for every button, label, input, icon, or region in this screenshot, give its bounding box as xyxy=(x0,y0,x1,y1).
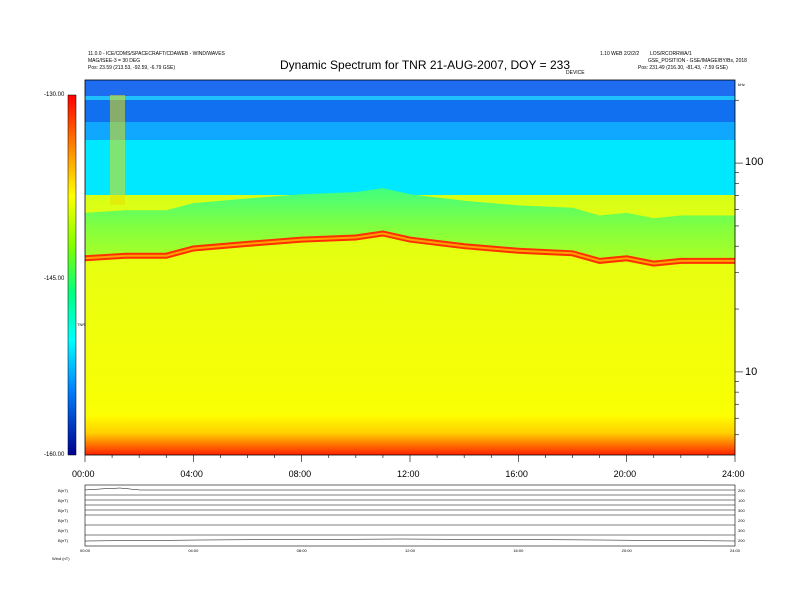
bottom-x-tick-label: 08:00 xyxy=(296,548,307,553)
bottom-row-label: B(nT) xyxy=(58,488,68,493)
header-right-line2: GSE_POSITION - GSE/IMAGE/BY/Bs, 2018 xyxy=(648,58,747,64)
x-tick-label: 20:00 xyxy=(613,469,637,479)
header-right-line1: 1.10 WEB 2/2/2/2 xyxy=(600,51,640,57)
x-tick-label: 16:00 xyxy=(505,469,528,479)
bottom-row-label: B(nT) xyxy=(58,518,68,523)
bottom-footer: Wind (nT) xyxy=(52,556,70,561)
bottom-x-tick-label: 24:00 xyxy=(730,548,741,553)
x-tick-label: 12:00 xyxy=(397,469,420,479)
band-green xyxy=(85,188,735,264)
x-tick-label: 08:00 xyxy=(288,469,312,479)
colorbar-tick-top: -130.00 xyxy=(44,92,65,98)
right-tick-10: 10 xyxy=(745,366,758,378)
header-left-line3: Pos: 23.59 (213.53, -92.59, -6.79 GSE) xyxy=(88,65,175,71)
header-right-line3: Pos: 231.49 (216.30, -81.43, -7.59 GSE) xyxy=(638,65,728,71)
x-tick-label: 00:00 xyxy=(72,469,95,479)
bottom-row-right-label: 200 xyxy=(738,518,745,523)
colorbar-tick-mid: -145.00 xyxy=(44,276,65,282)
bottom-x-tick-label: 04:00 xyxy=(188,548,199,553)
bottom-row-right-label: 100 xyxy=(738,498,745,503)
bottom-panel xyxy=(84,484,736,547)
plasma-line-glow xyxy=(84,232,735,265)
band-bottom-red xyxy=(85,415,735,455)
header-right-top: LOS/RCORRWA/1 xyxy=(650,51,692,57)
header-left-line2: MAG/ISEE-3 = 30 DEG xyxy=(88,58,141,64)
right-tick-100: 100 xyxy=(745,156,764,168)
bottom-row-label: B(nT) xyxy=(58,538,68,543)
colorbar-tick-bottom: -160.00 xyxy=(44,452,65,458)
bottom-row-label: B(nT) xyxy=(58,508,68,513)
band-blue-2 xyxy=(85,100,735,122)
right-axis-unit: kHz xyxy=(738,82,745,87)
bottom-x-tick-label: 12:00 xyxy=(405,548,416,553)
bottom-row-label: B(nT) xyxy=(58,498,68,503)
spectrogram xyxy=(84,80,735,455)
band-blue-3 xyxy=(85,122,735,140)
colorbar-label: TNR xyxy=(77,322,86,327)
bottom-row-label: B(nT) xyxy=(58,528,68,533)
x-axis-ticks xyxy=(84,455,736,462)
band-cyan xyxy=(85,140,735,195)
bottom-row-right-label: 300 xyxy=(738,528,745,533)
bottom-row-right-label: 300 xyxy=(738,508,745,513)
bottom-row-right-label: 200 xyxy=(738,538,745,543)
x-tick-label: 04:00 xyxy=(180,469,203,479)
x-tick-label: 24:00 xyxy=(722,469,745,479)
bottom-x-tick-label: 00:00 xyxy=(80,548,91,553)
band-top-cyan xyxy=(85,96,735,100)
burst-feature xyxy=(110,95,125,205)
band-top-blue xyxy=(85,80,735,100)
right-axis-ticks xyxy=(735,99,743,436)
header-center-small: DEVICE xyxy=(566,70,585,76)
bottom-x-tick-label: 20:00 xyxy=(621,548,632,553)
bottom-x-tick-label: 16:00 xyxy=(513,548,524,553)
header-left-line1: 11.0.0 - ICE/CDMS/SPACECRAFT/CDAWEB - WI… xyxy=(88,51,225,57)
chart-title: Dynamic Spectrum for TNR 21-AUG-2007, DO… xyxy=(280,58,571,72)
bottom-row-right-label: 200 xyxy=(738,488,745,493)
colorbar xyxy=(67,94,77,456)
